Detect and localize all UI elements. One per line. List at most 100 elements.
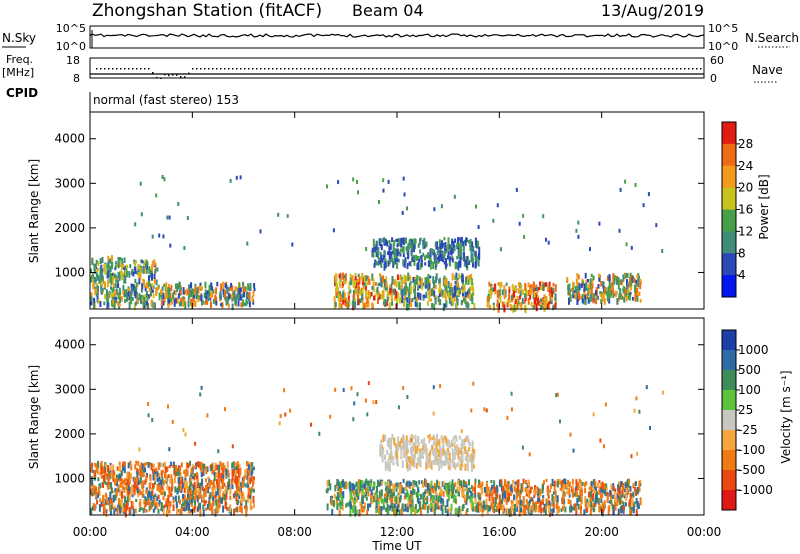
echo-cell: [211, 290, 214, 298]
echo-cell: [527, 507, 530, 514]
echo-cell: [530, 284, 533, 288]
echo-cell: [551, 494, 554, 502]
echo-cell: [393, 239, 396, 246]
echo-cell: [550, 297, 553, 301]
echo-cell: [458, 288, 461, 294]
echo-cell: [169, 293, 172, 300]
echo-cell: [239, 287, 242, 293]
echo-cell: [588, 283, 591, 289]
echo-cell: [201, 286, 203, 290]
echo-cell: [158, 292, 161, 301]
echo-cell: [109, 506, 112, 512]
echo-cell: [407, 499, 410, 505]
echo-cell: [101, 275, 104, 284]
echo-cell: [528, 490, 531, 499]
nave-point: [268, 68, 270, 70]
echo-cell: [417, 292, 419, 300]
echo-cell: [413, 462, 416, 468]
echo-cell: [549, 489, 552, 493]
echo-cell: [431, 498, 434, 502]
echo-cell: [187, 299, 190, 308]
colorbar-segment: [722, 187, 736, 210]
echo-cell: [183, 470, 186, 475]
echo-cell: [209, 480, 212, 485]
echo-cell: [587, 297, 590, 304]
echo-cell: [215, 506, 218, 515]
echo-cell: [428, 283, 431, 291]
echo-cell: [161, 469, 164, 474]
echo-cell: [370, 292, 373, 297]
echo-cell: [393, 437, 396, 446]
nave-point: [328, 68, 330, 70]
echo-cell: [566, 483, 569, 489]
echo-cell: [165, 498, 168, 503]
echo-cell: [359, 501, 362, 507]
echo-cell: [537, 498, 539, 503]
echo-cell: [376, 494, 379, 500]
echo-cell: [464, 445, 467, 450]
echo-cell: [492, 218, 495, 223]
echo-cell: [454, 280, 457, 285]
echo-cell: [649, 425, 651, 430]
echo-cell: [409, 504, 412, 508]
echo-cell: [109, 258, 112, 264]
echo-cell: [514, 287, 516, 292]
echo-cell: [418, 504, 421, 510]
echo-cell: [167, 404, 169, 409]
echo-cell: [333, 275, 336, 283]
echo-cell: [221, 302, 224, 309]
cpid-label: CPID: [6, 86, 38, 100]
echo-cell: [197, 461, 200, 468]
echo-cell: [434, 502, 437, 511]
echo-cell: [545, 498, 548, 503]
echo-cell: [120, 296, 123, 302]
echo-cell: [617, 296, 620, 302]
echo-cell: [390, 251, 393, 259]
echo-cell: [483, 407, 486, 412]
echo-cell: [481, 481, 484, 487]
echo-cell: [414, 503, 417, 510]
echo-cell: [349, 289, 352, 294]
echo-cell: [524, 295, 527, 302]
echo-cell: [173, 290, 176, 295]
echo-cell: [91, 492, 94, 497]
nave-point: [584, 68, 586, 70]
echo-cell: [381, 481, 384, 486]
echo-cell: [374, 506, 377, 510]
echo-cell: [615, 290, 617, 298]
echo-cell: [216, 479, 218, 485]
echo-cell: [219, 496, 222, 502]
echo-cell: [542, 500, 544, 505]
echo-cell: [239, 175, 242, 180]
echo-cell: [237, 464, 240, 471]
echo-cell: [143, 297, 146, 305]
echo-cell: [183, 487, 186, 493]
echo-cell: [240, 507, 243, 514]
echo-cell: [474, 506, 477, 512]
echo-cell: [157, 508, 160, 514]
echo-cell: [490, 501, 493, 507]
echo-cell: [520, 483, 523, 490]
echo-cell: [456, 255, 459, 260]
echo-cell: [174, 495, 177, 502]
echo-cell: [563, 498, 566, 504]
echo-cell: [124, 478, 126, 486]
echo-cell: [461, 458, 464, 463]
echo-cell: [175, 472, 178, 476]
echo-cell: [617, 277, 620, 284]
echo-cell: [209, 502, 212, 509]
freq-tick-bottom: 8: [73, 72, 80, 85]
echo-cell: [591, 277, 594, 284]
echo-cell: [223, 466, 226, 470]
echo-cell: [436, 241, 439, 249]
echo-cell: [242, 493, 245, 500]
echo-cell: [528, 508, 531, 513]
echo-cell: [544, 508, 547, 515]
echo-cell: [213, 471, 216, 476]
echo-cell: [232, 461, 235, 468]
echo-cell: [153, 497, 156, 506]
echo-cell: [150, 491, 153, 499]
echo-cell: [243, 302, 246, 306]
echo-cell: [161, 293, 163, 299]
echo-cell: [357, 298, 360, 302]
